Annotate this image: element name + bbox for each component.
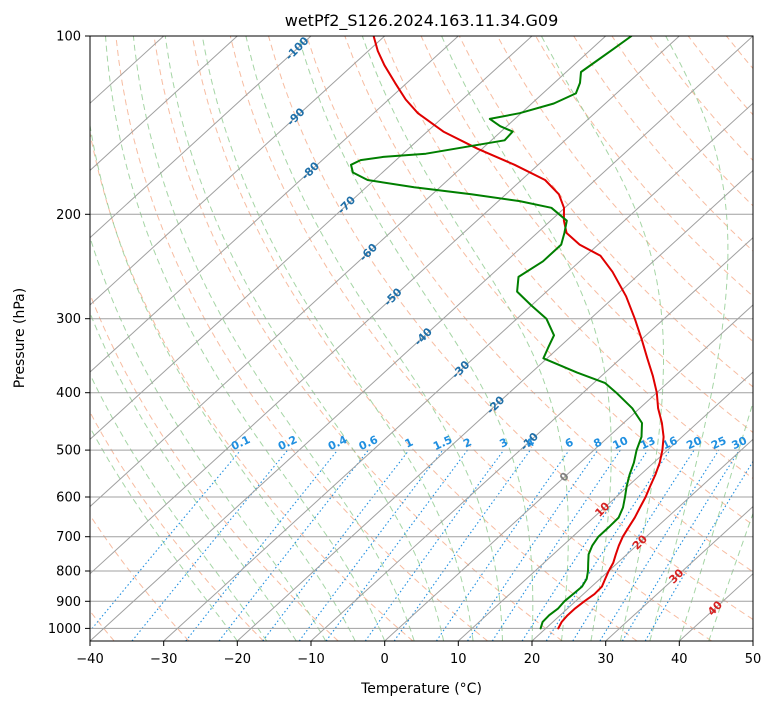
mixing-ratio-line: [185, 449, 339, 641]
mixing-ratio-label: 10: [611, 434, 631, 452]
skewed-isotherm: [236, 169, 753, 641]
moist-adiabat: [90, 122, 356, 641]
x-tick-label: 30: [597, 652, 614, 667]
dewpoint-profile: [350, 36, 643, 630]
y-axis-title: Pressure (hPa): [12, 288, 28, 388]
x-tick-label: 40: [671, 652, 688, 667]
moist-adiabat: [201, 36, 474, 641]
moist-adiabat: [649, 36, 729, 641]
mixing-ratio-line: [467, 449, 599, 641]
mixing-ratio-label: 20: [684, 434, 704, 452]
skewed-isotherm: [90, 36, 312, 239]
moist-adiabat: [441, 36, 612, 641]
skewed-isotherm: [310, 236, 753, 641]
y-tick-label: 900: [56, 595, 81, 610]
dry-adiabat: [90, 514, 190, 641]
chart-title: wetPf2_S126.2024.163.11.34.G09: [285, 11, 559, 31]
skewed-isotherm: [605, 505, 753, 641]
plot-frame: [89, 35, 754, 642]
mixing-ratio-line: [262, 449, 410, 641]
moist-adiabat: [164, 36, 445, 641]
moist-adiabat: [245, 36, 503, 641]
moist-adiabat: [540, 36, 664, 641]
mixing-ratio-label: 16: [660, 434, 680, 452]
skewed-isotherm: [90, 36, 238, 172]
moist-adiabat: [361, 36, 569, 641]
dry-adiabat: [382, 36, 753, 480]
y-tick-label: 800: [56, 565, 81, 580]
moist-adiabat: [90, 373, 268, 641]
mixing-ratio-label: 30: [730, 434, 750, 452]
moist-adiabat: [90, 235, 327, 641]
x-tick-label: −10: [297, 652, 324, 667]
y-tick-label: 300: [56, 312, 81, 327]
skewed-isotherm: [384, 304, 753, 641]
moist-adiabat: [297, 36, 534, 641]
y-tick-label: 600: [56, 491, 81, 506]
mixing-ratio-label: 13: [638, 434, 657, 452]
dry-adiabat: [90, 411, 264, 641]
background-lines: [90, 36, 753, 641]
dry-adiabat: [535, 36, 753, 297]
y-tick-label: 1000: [48, 622, 81, 637]
skewed-isotherm: [90, 36, 607, 508]
y-tick-label: 400: [56, 386, 81, 401]
skewed-isotherm: [90, 36, 533, 441]
x-tick-label: −20: [224, 652, 251, 667]
skewed-isotherm: [90, 36, 680, 575]
dry-adiabat: [268, 36, 753, 621]
mixing-ratio-label: 36: [750, 434, 770, 452]
mixing-ratio-line: [545, 449, 671, 641]
skewed-isotherm: [531, 438, 753, 641]
mixing-ratio-line: [491, 449, 621, 641]
skewed-isotherm: [457, 371, 753, 641]
x-tick-label: 20: [524, 652, 541, 667]
moist-adiabat: [678, 400, 753, 641]
skewed-isotherm: [90, 36, 459, 373]
mixing-ratio-line: [621, 449, 740, 641]
skewed-isotherm: [90, 36, 386, 306]
dry-adiabat: [115, 36, 488, 641]
mixing-ratio-line: [364, 449, 505, 641]
y-tick-label: 100: [56, 30, 81, 45]
mixing-ratio-line: [131, 449, 289, 641]
moist-adiabat: [708, 512, 753, 641]
profile-lines: [350, 36, 665, 630]
x-tick-label: −30: [150, 652, 177, 667]
skewed-isotherm: [90, 36, 753, 641]
moist-adiabat: [90, 426, 238, 641]
x-tick-label: −40: [76, 652, 103, 667]
pressure-gridlines: [90, 36, 753, 629]
dry-adiabat: [191, 36, 638, 641]
mixing-ratio-line: [521, 449, 649, 641]
x-tick-label: 10: [450, 652, 467, 667]
temperature-profile: [372, 36, 665, 630]
mixing-ratio-line: [572, 449, 695, 641]
dry-adiabat: [153, 36, 563, 641]
y-tick-label: 500: [56, 444, 81, 459]
dry-adiabat: [496, 36, 753, 343]
x-tick-label: 50: [745, 652, 762, 667]
x-axis-title: Temperature (°C): [360, 681, 482, 697]
moist-adiabat: [105, 36, 386, 641]
x-tick-label: 0: [381, 652, 389, 667]
mixing-ratio-label: 25: [709, 434, 728, 452]
y-tick-label: 200: [56, 208, 81, 223]
mixing-ratio-line: [90, 449, 242, 632]
mixing-ratio-line: [435, 449, 570, 641]
mixing-ratio-line: [325, 449, 468, 641]
axes: −40 −30 −20 −10 0 10 20 30 40 50 100 200 300 400 500 60…: [48, 30, 761, 668]
mixing-ratio-line: [298, 449, 444, 641]
y-tick-label: 700: [56, 530, 81, 545]
dry-adiabat: [306, 36, 753, 573]
moist-adiabat: [90, 311, 297, 641]
dry-adiabat: [90, 130, 414, 641]
skewed-isotherm: [163, 102, 753, 641]
